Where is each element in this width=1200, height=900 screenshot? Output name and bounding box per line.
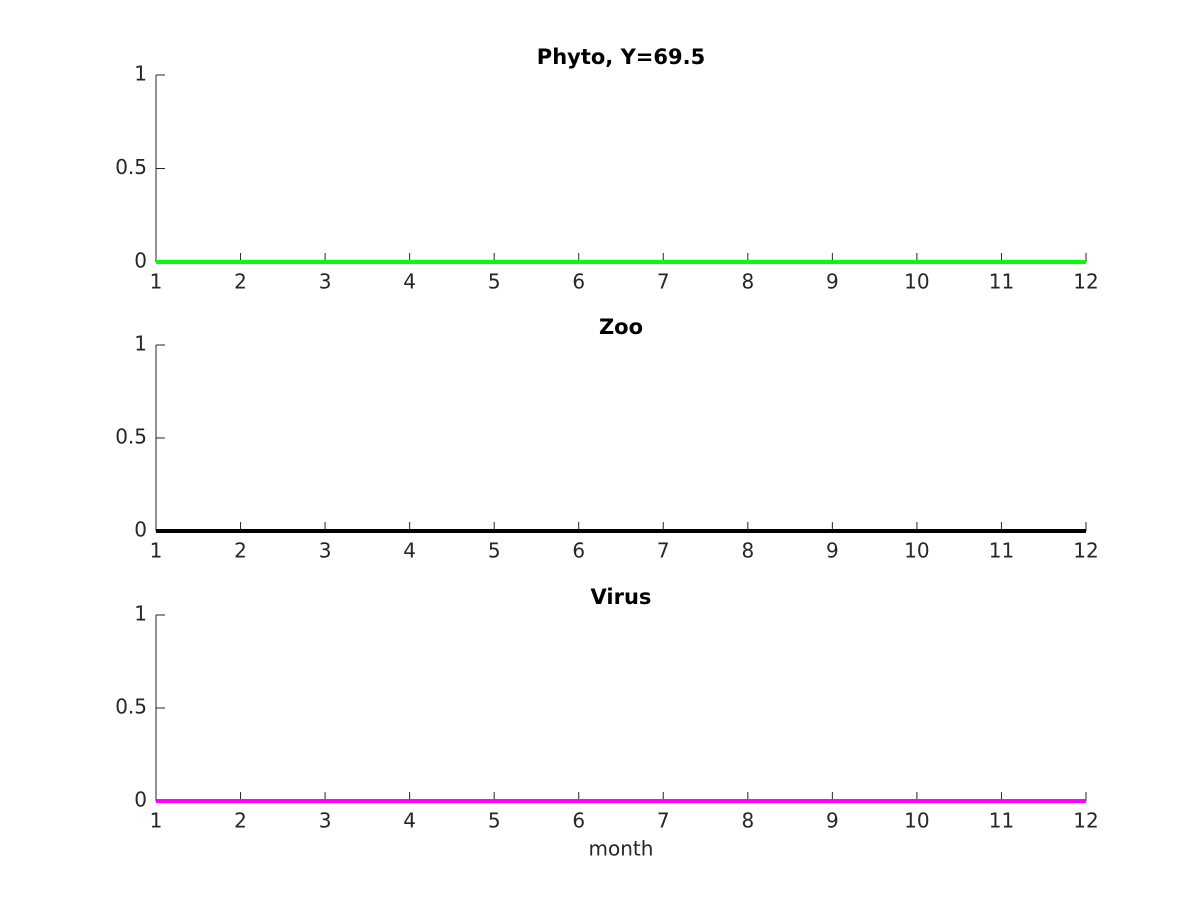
x-tick-label: 7 (657, 809, 670, 833)
x-tick-label: 3 (319, 539, 332, 563)
x-tick-label: 4 (403, 539, 416, 563)
x-tick-label: 1 (150, 270, 163, 294)
x-tick-label: 12 (1073, 539, 1098, 563)
y-tick-label: 1 (134, 332, 147, 356)
x-tick-label: 6 (572, 539, 585, 563)
x-tick-label: 5 (488, 809, 501, 833)
x-tick-label: 10 (904, 539, 929, 563)
x-tick-label: 8 (741, 270, 754, 294)
y-tick-label: 0.5 (115, 155, 147, 179)
x-tick-label: 3 (319, 809, 332, 833)
x-tick-label: 3 (319, 270, 332, 294)
x-tick-label: 4 (403, 270, 416, 294)
x-tick-label: 12 (1073, 270, 1098, 294)
x-tick-label: 2 (234, 270, 247, 294)
x-tick-label: 2 (234, 539, 247, 563)
x-tick-label: 2 (234, 809, 247, 833)
x-tick-label: 1 (150, 539, 163, 563)
x-tick-label: 12 (1073, 809, 1098, 833)
y-tick-label: 0 (134, 249, 147, 273)
x-tick-label: 5 (488, 270, 501, 294)
x-tick-label: 9 (826, 270, 839, 294)
x-tick-label: 11 (989, 270, 1014, 294)
x-tick-label: 7 (657, 539, 670, 563)
x-tick-label: 8 (741, 809, 754, 833)
x-tick-label: 6 (572, 270, 585, 294)
y-tick-label: 0 (134, 518, 147, 542)
y-tick-label: 1 (134, 602, 147, 626)
y-tick-label: 0.5 (115, 425, 147, 449)
x-axis-label: month (589, 837, 654, 861)
x-tick-label: 4 (403, 809, 416, 833)
chart-title: Virus (591, 585, 652, 609)
y-tick-label: 0 (134, 788, 147, 812)
x-tick-label: 10 (904, 270, 929, 294)
x-tick-label: 9 (826, 539, 839, 563)
chart-title: Phyto, Y=69.5 (537, 45, 705, 69)
x-tick-label: 5 (488, 539, 501, 563)
y-tick-label: 0.5 (115, 695, 147, 719)
x-tick-label: 10 (904, 809, 929, 833)
chart-title: Zoo (599, 315, 643, 339)
x-tick-label: 11 (989, 809, 1014, 833)
y-tick-label: 1 (134, 62, 147, 86)
x-tick-label: 9 (826, 809, 839, 833)
x-tick-label: 6 (572, 809, 585, 833)
x-tick-label: 7 (657, 270, 670, 294)
x-tick-label: 8 (741, 539, 754, 563)
x-tick-label: 11 (989, 539, 1014, 563)
x-tick-label: 1 (150, 809, 163, 833)
